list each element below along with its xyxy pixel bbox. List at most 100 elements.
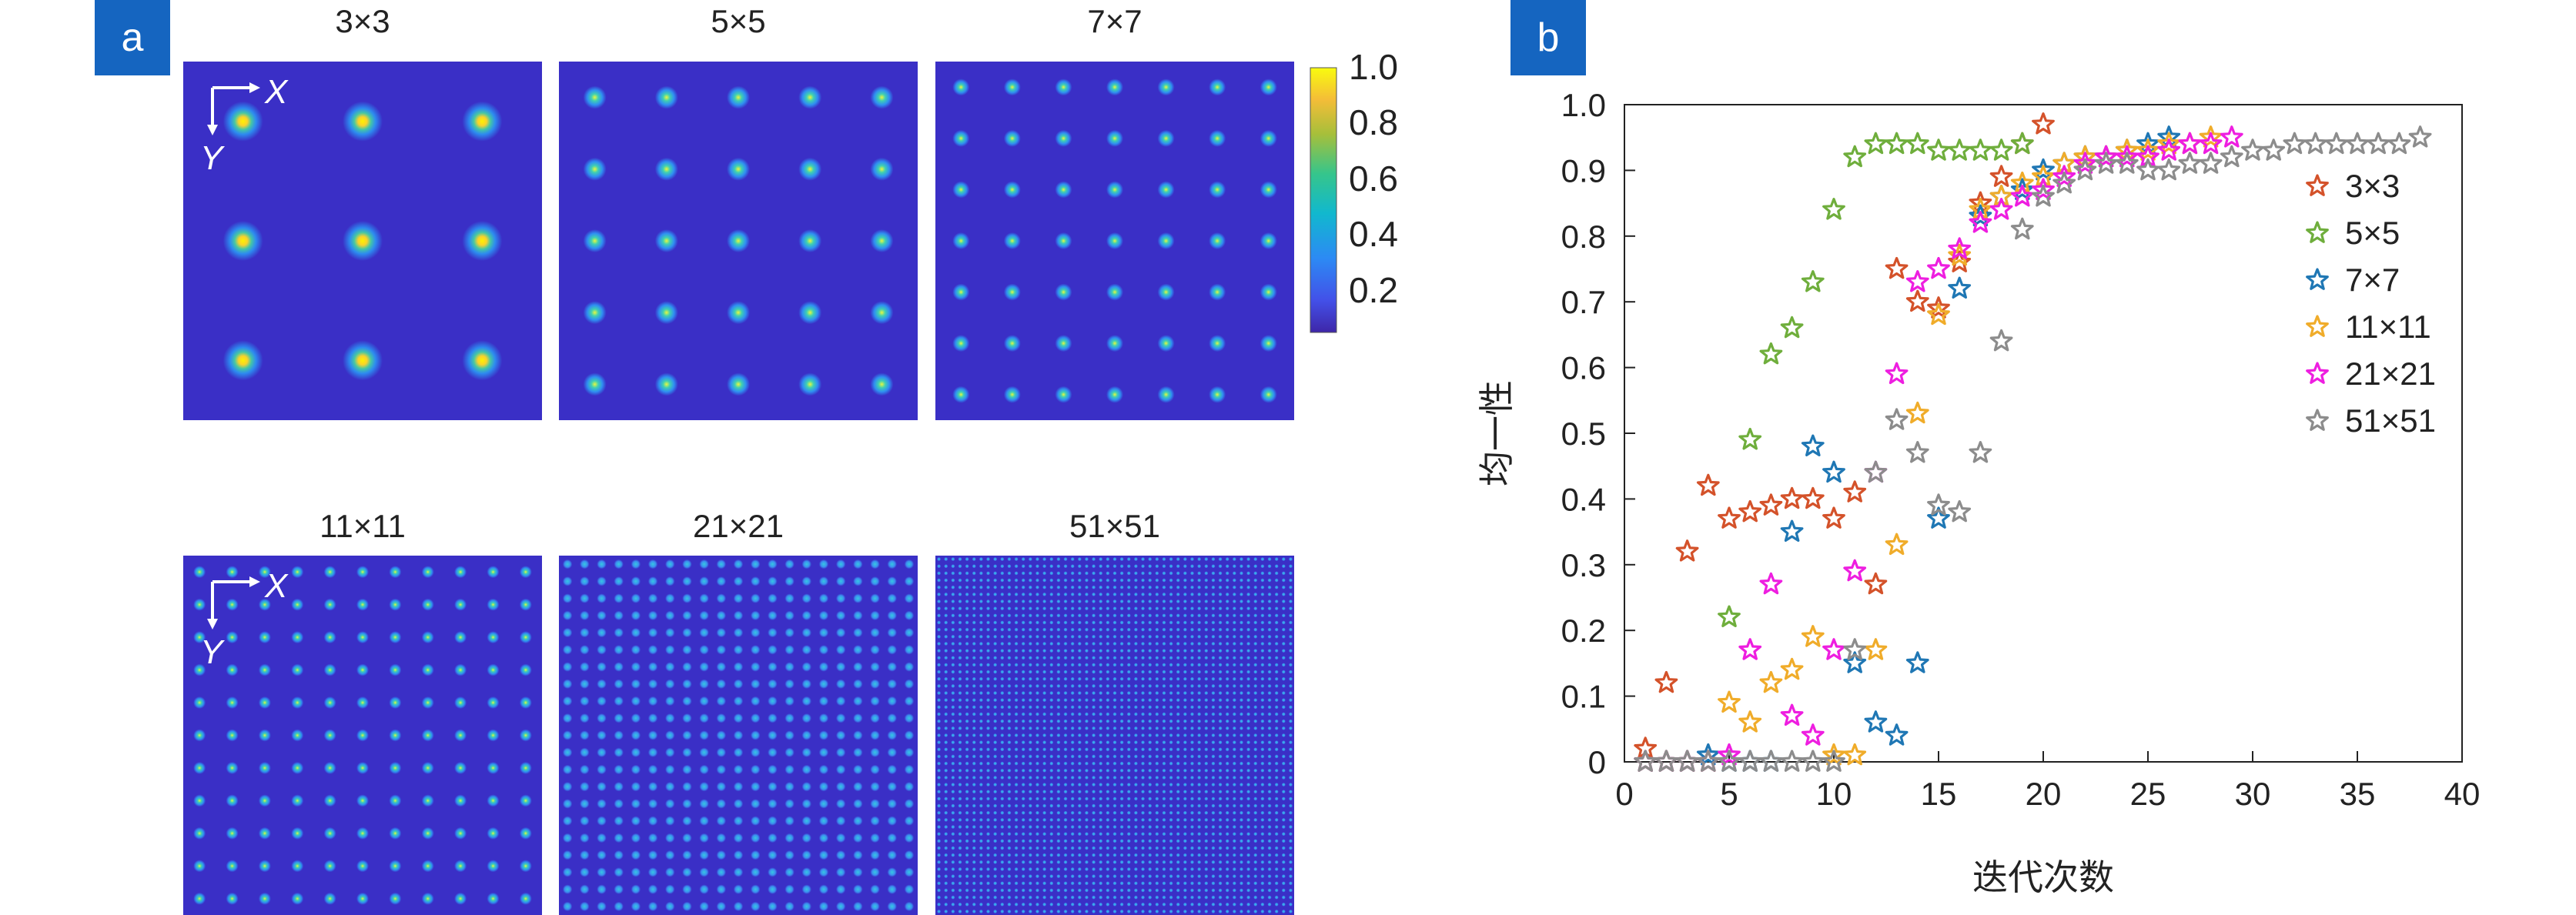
spot [951,860,955,864]
spot [985,824,991,830]
spot [580,713,590,723]
spot [654,157,678,181]
spot [1133,761,1138,766]
spot [519,663,532,676]
spot [699,764,709,775]
spot [631,679,641,689]
spot [1007,712,1012,716]
spot [750,764,761,775]
spot [1014,874,1019,879]
spot [768,782,778,792]
spot [1112,874,1117,879]
spot [1077,691,1082,696]
spot [1133,719,1138,723]
spot [951,895,955,900]
spot [1133,853,1138,857]
spot [985,606,991,611]
spot [1056,817,1061,822]
spot [768,559,778,569]
spot [1077,909,1082,913]
spot [1119,740,1124,745]
spot [801,816,811,826]
spot [785,730,795,740]
spot [614,696,624,706]
spot [944,564,948,569]
spot [1063,824,1068,830]
spot [972,649,976,653]
spot [937,817,942,822]
spot [1049,585,1054,589]
spot [801,764,811,775]
spot [1119,824,1124,830]
spot [870,593,880,603]
spot [944,747,948,752]
spot [1077,761,1082,766]
spot [1056,564,1061,569]
spot [562,850,573,860]
spot [665,662,675,672]
spot [835,747,846,757]
spot [853,662,863,672]
spot [1049,578,1054,583]
spot [904,730,915,740]
spot [1063,719,1068,723]
spot [454,663,467,676]
spot [937,634,942,639]
spot [1056,676,1061,681]
spot [1126,817,1131,822]
spot [614,576,624,586]
spot [1021,698,1025,703]
spot [733,627,744,638]
data-point [1905,132,1929,155]
spot [1007,747,1012,752]
spot [835,884,846,894]
spot [1070,747,1075,752]
spot [972,761,976,766]
spot [1000,867,1005,872]
spot [965,888,969,893]
spot [580,576,590,586]
spot [631,901,641,912]
spot [487,892,500,905]
spot [1112,599,1117,604]
spot [1119,585,1124,589]
spot [356,860,369,873]
spot [682,713,692,723]
spot [1049,698,1054,703]
spot [1112,712,1117,716]
spot [1106,824,1110,830]
spot [965,663,969,667]
spot [1084,888,1089,893]
spot [1133,641,1138,646]
data-point [1780,486,1804,509]
spot [1021,571,1025,576]
spot [665,764,675,775]
spot [1126,860,1131,864]
data-point [1885,256,1909,279]
spot [993,747,998,752]
spot [1077,670,1082,674]
spot [597,884,607,894]
spot [1000,874,1005,879]
spot [972,613,976,618]
spot [951,846,955,850]
spot [1099,810,1103,815]
spot [870,610,880,621]
spot [958,676,962,681]
spot [993,796,998,801]
y-tick-label: 0.4 [1561,481,1606,517]
spot [1112,754,1117,759]
data-point [1780,519,1804,542]
spot [1000,719,1005,723]
spot [835,627,846,638]
spot [1021,817,1025,822]
spot [818,645,829,655]
spot [993,839,998,843]
spot [958,691,962,696]
spot [1099,585,1103,589]
spot [972,867,976,872]
spot [958,599,962,604]
data-point [2387,132,2411,155]
spot [716,713,727,723]
spot [972,810,976,815]
